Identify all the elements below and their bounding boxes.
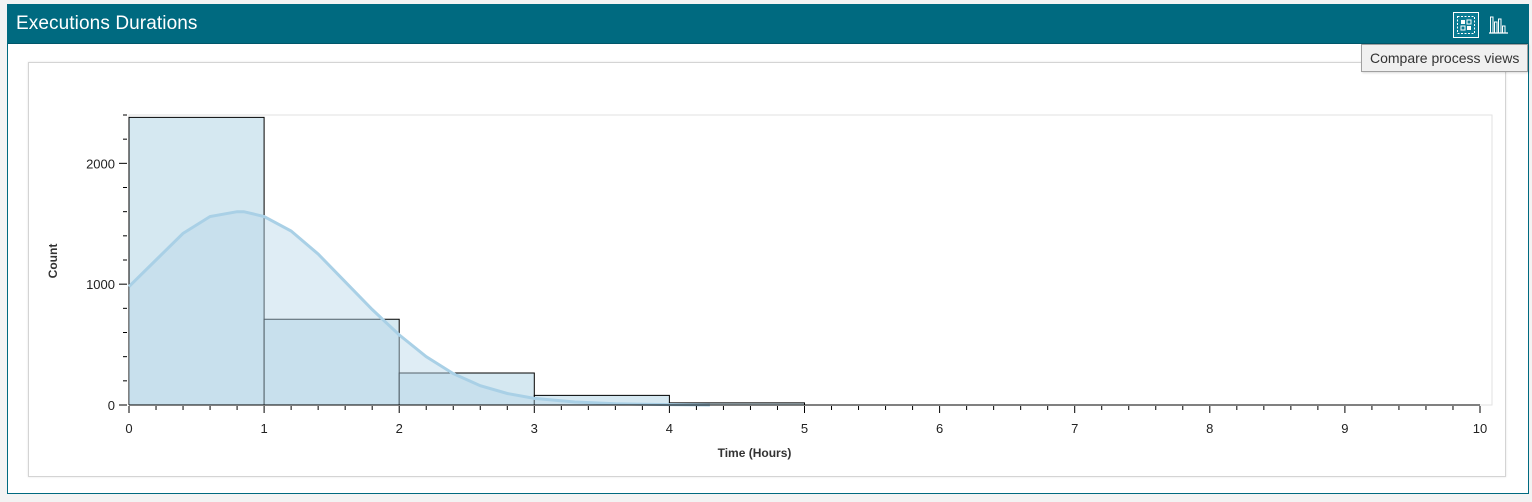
x-tick-label: 2: [396, 421, 403, 436]
x-tick-label: 6: [936, 421, 943, 436]
x-tick-label: 8: [1206, 421, 1213, 436]
x-tick-label: 3: [531, 421, 538, 436]
x-tick-label: 1: [260, 421, 267, 436]
histogram-bar-outline: [398, 372, 535, 405]
tooltip: Compare process views: [1361, 44, 1529, 72]
histogram-icon: [1489, 16, 1508, 34]
panel-title: Executions Durations: [16, 13, 198, 34]
histogram-bar: [129, 117, 265, 405]
histogram-button[interactable]: [1486, 12, 1512, 38]
histogram-bar: [264, 319, 400, 405]
executions-durations-panel: Executions Durations 0 1 2 3 4 5 6 7 8 9 10 0 1000 20…: [7, 4, 1529, 494]
histogram-bar-outline: [128, 116, 265, 405]
density-area: [129, 211, 710, 405]
compare-views-icon: [1457, 16, 1475, 34]
x-tick-label: 10: [1473, 421, 1487, 436]
chart-card: 0 1 2 3 4 5 6 7 8 9 10 0 1000 2000 Time (Hours) Count: [28, 62, 1506, 477]
histogram-chart: 0 1 2 3 4 5 6 7 8 9 10 0 1000 2000 Time (Hours) Count: [46, 114, 1493, 460]
histogram-bar-outline: [263, 318, 400, 405]
x-tick-label: 5: [801, 421, 808, 436]
histogram-bar-outline: [533, 394, 670, 405]
x-tick-label: 9: [1341, 421, 1348, 436]
compare-process-views-button[interactable]: [1453, 12, 1479, 38]
x-tick-label: 4: [666, 421, 673, 436]
histogram-bar: [669, 402, 805, 405]
y-tick-label: 2000: [86, 156, 115, 171]
x-tick-label: 0: [125, 421, 132, 436]
y-tick-label: 0: [108, 398, 115, 413]
y-tick-label: 1000: [86, 277, 115, 292]
histogram-bar: [534, 395, 670, 405]
x-tick-label: 7: [1071, 421, 1078, 436]
x-axis-title: Time (Hours): [718, 446, 792, 460]
y-axis-title: Count: [46, 244, 60, 279]
density-curve: [127, 210, 710, 407]
panel-header: Executions Durations: [8, 5, 1528, 44]
